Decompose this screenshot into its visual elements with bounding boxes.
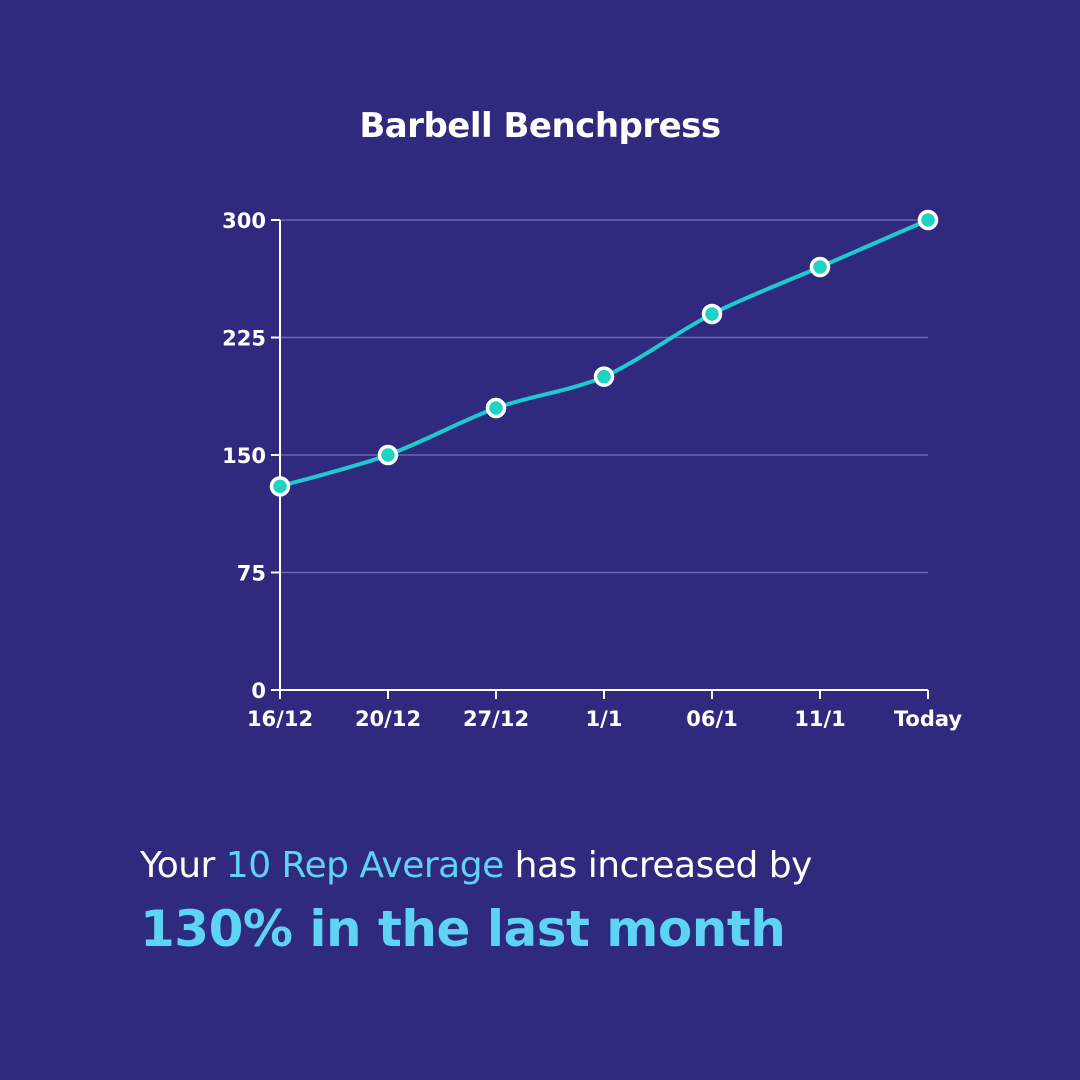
data-point — [809, 256, 831, 278]
x-tick-label: 16/12 — [247, 707, 313, 731]
summary-prefix: Your — [140, 845, 226, 886]
data-point — [917, 209, 939, 231]
summary-highlight: 10 Rep Average — [225, 845, 504, 886]
y-tick-label: 0 — [251, 679, 266, 703]
y-tick-label: 225 — [222, 327, 266, 351]
x-tick-label: 20/12 — [355, 707, 421, 731]
y-tick-label: 150 — [222, 444, 266, 468]
series-line-layer — [278, 218, 930, 489]
data-points — [269, 209, 939, 497]
y-axis-ticks: 0 75 150 225 300 — [222, 209, 280, 703]
x-tick-label: 27/12 — [463, 707, 529, 731]
summary-text: Your 10 Rep Average has increased by — [140, 845, 1040, 886]
data-point — [377, 444, 399, 466]
x-axis-ticks: 16/12 20/12 27/12 1/1 06/1 11/1 Today — [247, 690, 962, 731]
summary-headline: 130% in the last month — [140, 900, 786, 958]
data-point — [269, 476, 291, 497]
x-tick-label: 1/1 — [586, 707, 623, 731]
data-point — [485, 397, 507, 419]
y-tick-label: 300 — [222, 209, 266, 233]
x-tick-label: 06/1 — [686, 707, 738, 731]
data-point — [593, 366, 615, 387]
summary-suffix: has increased by — [503, 845, 813, 886]
data-point — [701, 303, 723, 325]
chart-title: Barbell Benchpress — [359, 106, 721, 146]
gridlines — [280, 219, 928, 574]
series-line — [278, 218, 930, 489]
x-tick-label: 11/1 — [794, 707, 846, 731]
y-tick-label: 75 — [237, 562, 266, 586]
x-tick-label: Today — [894, 707, 963, 731]
